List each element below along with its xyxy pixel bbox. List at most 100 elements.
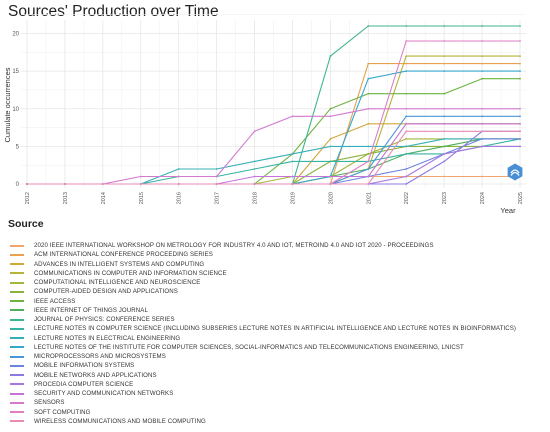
data-point bbox=[405, 70, 408, 72]
data-point bbox=[519, 25, 521, 27]
legend-key bbox=[10, 253, 24, 256]
data-point bbox=[481, 77, 483, 80]
legend-key bbox=[10, 281, 24, 284]
data-point bbox=[329, 107, 332, 110]
legend-label: SECURITY AND COMMUNICATION NETWORKS bbox=[34, 390, 174, 398]
x-tick-label: 2024 bbox=[480, 192, 486, 204]
data-point bbox=[253, 160, 256, 163]
legend-item: LECTURE NOTES IN COMPUTER SCIENCE (INCLU… bbox=[10, 324, 516, 333]
data-point bbox=[26, 183, 28, 185]
legend-label: COMPUTATIONAL INTELLIGENCE AND NEUROSCIE… bbox=[34, 279, 201, 287]
data-point bbox=[405, 138, 408, 140]
data-point bbox=[101, 183, 104, 185]
data-point bbox=[291, 183, 294, 185]
legend-label: WIRELESS COMMUNICATIONS AND MOBILE COMPU… bbox=[34, 417, 206, 425]
legend-item: COMPUTATIONAL INTELLIGENCE AND NEUROSCIE… bbox=[10, 278, 516, 287]
data-point bbox=[481, 40, 483, 42]
series-line bbox=[26, 108, 521, 185]
legend-key bbox=[10, 392, 24, 395]
legend-key bbox=[10, 355, 24, 358]
legend-item: ACM INTERNATIONAL CONFERENCE PROCEEDING … bbox=[10, 250, 516, 259]
data-point bbox=[443, 62, 446, 65]
x-tick-label: 2017 bbox=[215, 192, 221, 204]
data-point bbox=[519, 122, 521, 125]
data-point bbox=[405, 92, 408, 95]
data-point bbox=[481, 145, 483, 148]
x-tick-label: 2016 bbox=[177, 192, 183, 204]
legend-label: ADVANCES IN INTELLIGENT SYSTEMS AND COMP… bbox=[34, 260, 205, 268]
data-point bbox=[519, 62, 521, 65]
data-point bbox=[519, 55, 521, 57]
data-point bbox=[481, 25, 483, 27]
data-point bbox=[291, 175, 294, 178]
x-tick-label: 2014 bbox=[101, 192, 107, 204]
data-point bbox=[177, 183, 180, 185]
data-point bbox=[291, 160, 294, 163]
data-point bbox=[329, 145, 332, 148]
data-point bbox=[367, 107, 370, 110]
data-point bbox=[329, 160, 332, 163]
data-point bbox=[367, 153, 370, 155]
y-tick-label: 20 bbox=[12, 32, 19, 38]
data-point bbox=[481, 130, 483, 133]
data-point bbox=[443, 107, 446, 110]
data-point bbox=[443, 153, 446, 155]
legend-item: PROCEDIA COMPUTER SCIENCE bbox=[10, 380, 516, 389]
legend-item: COMMUNICATIONS IN COMPUTER AND INFORMATI… bbox=[10, 269, 516, 278]
data-point bbox=[405, 168, 408, 170]
legend-key bbox=[10, 401, 24, 404]
x-tick-label: 2023 bbox=[442, 192, 448, 204]
data-point bbox=[443, 175, 446, 178]
legend-label: IEEE INTERNET OF THINGS JOURNAL bbox=[34, 306, 148, 314]
legend-key bbox=[10, 337, 24, 340]
data-point bbox=[139, 183, 142, 185]
data-point bbox=[367, 183, 370, 185]
legend-label: 2020 IEEE INTERNATIONAL WORKSHOP ON METR… bbox=[34, 242, 434, 250]
data-point bbox=[367, 92, 370, 95]
data-point bbox=[329, 175, 332, 178]
legend-key bbox=[10, 290, 24, 293]
data-point bbox=[367, 25, 370, 27]
data-point bbox=[405, 175, 408, 178]
legend-key bbox=[10, 300, 24, 303]
legend-key bbox=[10, 374, 24, 377]
legend-key bbox=[10, 364, 24, 367]
legend-label: SOFT COMPUTING bbox=[34, 408, 91, 416]
y-tick-label: 15 bbox=[12, 69, 19, 75]
legend-label: IEEE ACCESS bbox=[34, 297, 76, 305]
legend-key bbox=[10, 272, 24, 275]
data-point bbox=[329, 115, 332, 118]
data-point bbox=[405, 130, 408, 133]
data-point bbox=[367, 145, 370, 148]
data-point bbox=[215, 168, 218, 170]
data-point bbox=[329, 138, 332, 140]
data-point bbox=[481, 107, 483, 110]
legend-key bbox=[10, 244, 24, 247]
legend-label: ACM INTERNATIONAL CONFERENCE PROCEEDING … bbox=[34, 251, 213, 259]
data-point bbox=[519, 40, 521, 42]
data-point bbox=[253, 183, 256, 185]
data-point bbox=[443, 92, 446, 95]
data-point bbox=[367, 122, 370, 125]
legend-item: MICROPROCESSORS AND MICROSYSTEMS bbox=[10, 352, 516, 361]
x-tick-label: 2022 bbox=[404, 192, 410, 204]
data-point bbox=[443, 55, 446, 57]
data-point bbox=[367, 77, 370, 80]
legend-item: COMPUTER-AIDED DESIGN AND APPLICATIONS bbox=[10, 287, 516, 296]
legend-label: JOURNAL OF PHYSICS: CONFERENCE SERIES bbox=[34, 316, 175, 324]
x-tick-label: 2018 bbox=[253, 192, 259, 204]
x-axis-label: Year bbox=[500, 206, 516, 215]
legend-label: COMMUNICATIONS IN COMPUTER AND INFORMATI… bbox=[34, 269, 227, 277]
data-point bbox=[443, 130, 446, 133]
legend-label: MOBILE INFORMATION SYSTEMS bbox=[34, 362, 135, 370]
y-tick-label: 0 bbox=[16, 182, 20, 188]
data-point bbox=[405, 40, 408, 42]
data-point bbox=[405, 153, 408, 155]
data-point bbox=[481, 62, 483, 65]
legend-item: MOBILE NETWORKS AND APPLICATIONS bbox=[10, 371, 516, 380]
legend-label: LECTURE NOTES IN ELECTRICAL ENGINEERING bbox=[34, 334, 181, 342]
x-tick-label: 2020 bbox=[328, 192, 334, 204]
data-point bbox=[443, 40, 446, 42]
legend: 2020 IEEE INTERNATIONAL WORKSHOP ON METR… bbox=[10, 241, 516, 426]
x-tick-label: 2021 bbox=[366, 192, 372, 204]
